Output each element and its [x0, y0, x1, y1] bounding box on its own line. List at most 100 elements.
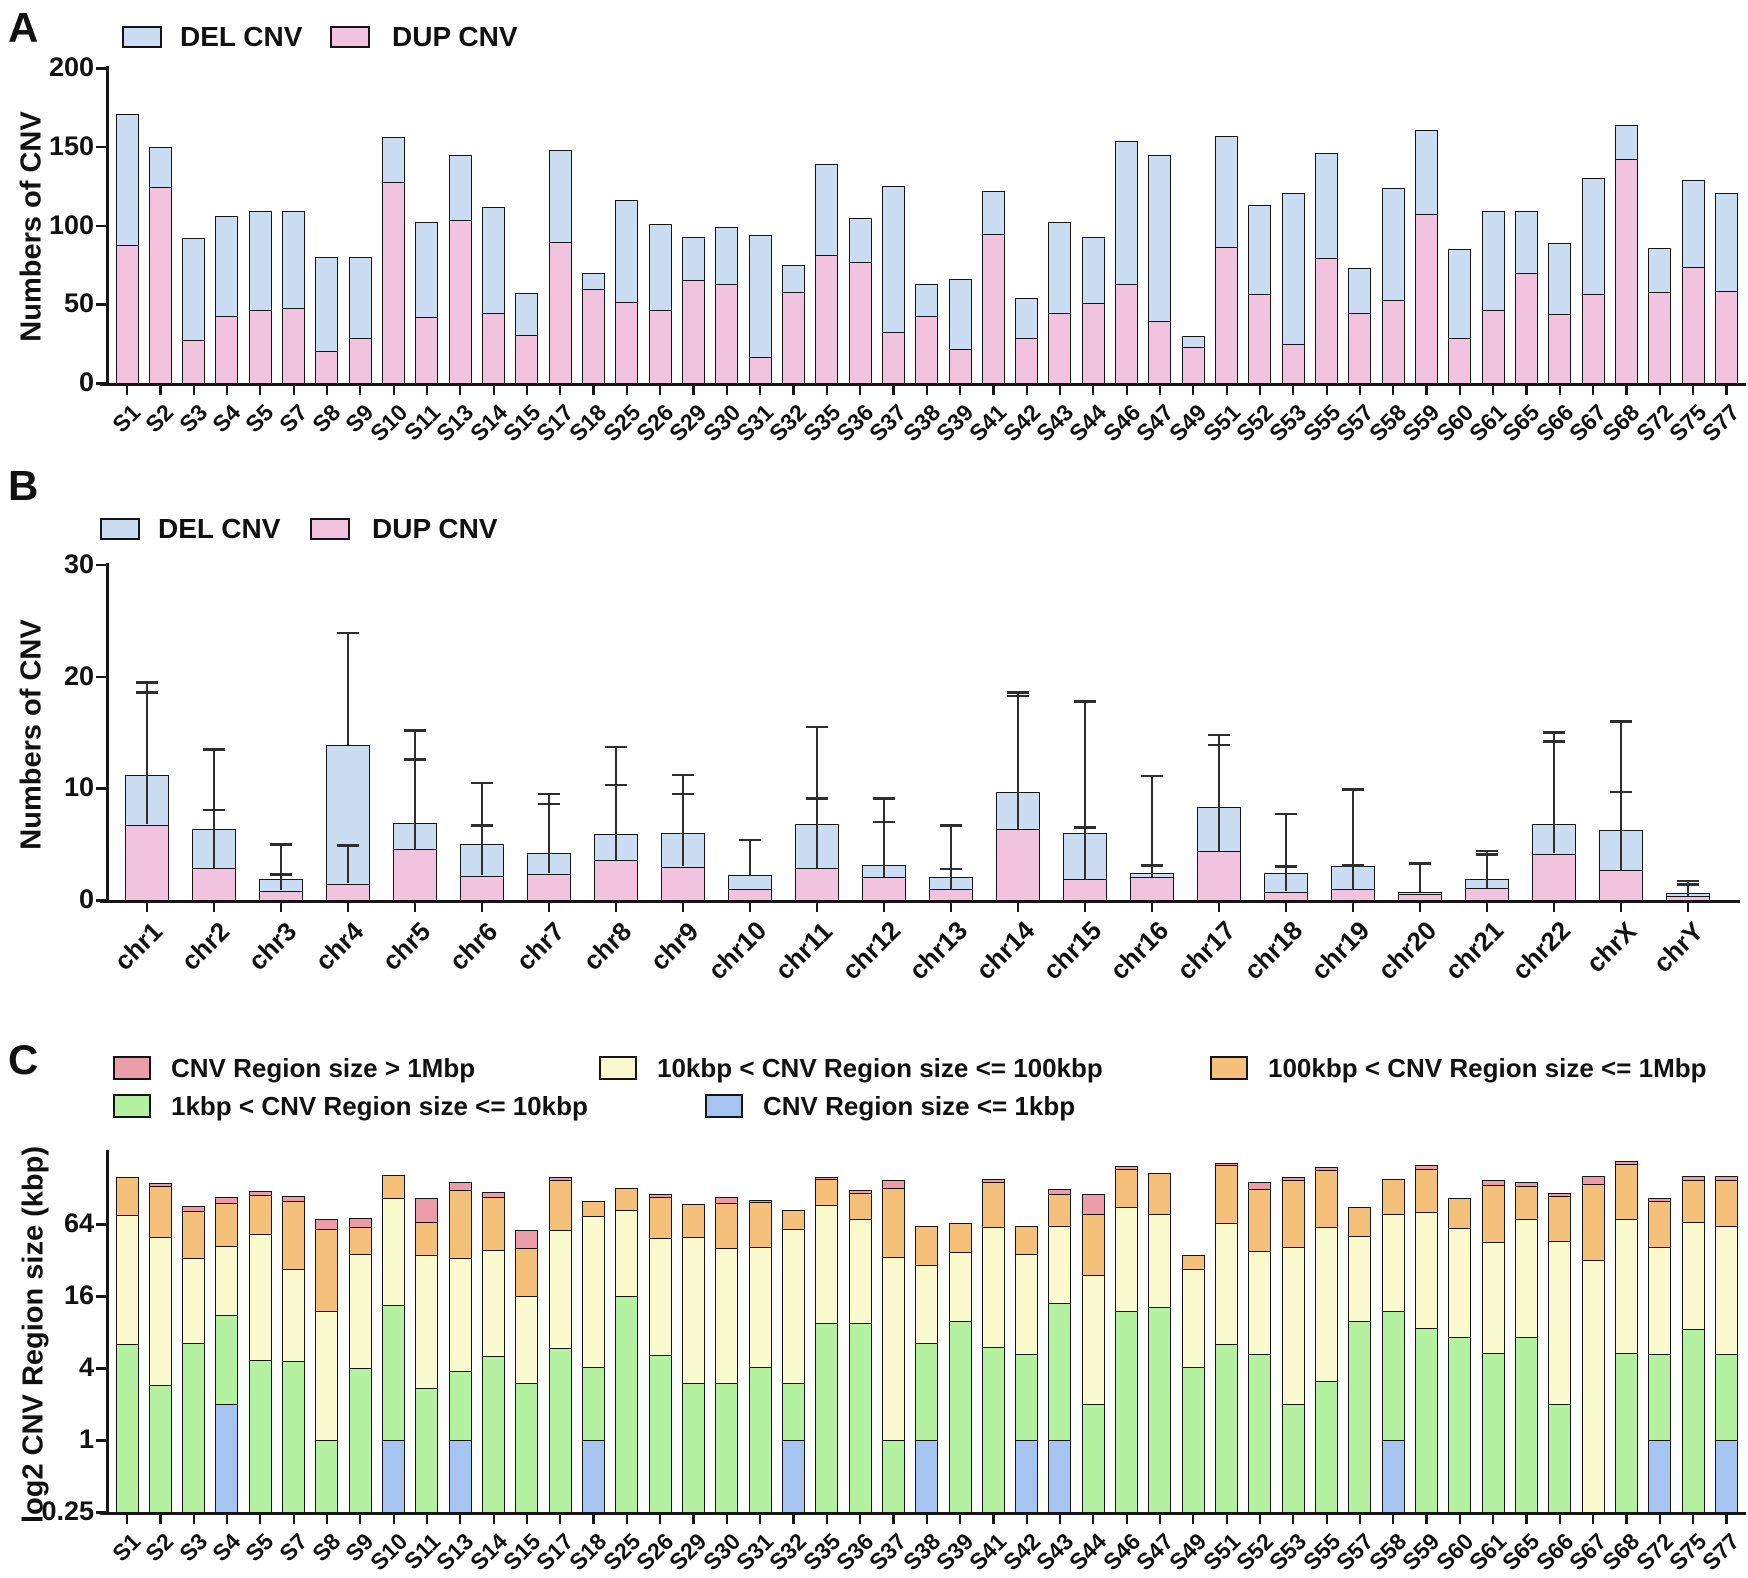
bar-segment: [282, 1195, 306, 1202]
bar-segment: [182, 1342, 206, 1513]
bar-segment-dup: [282, 307, 306, 384]
bar-segment: [1281, 1247, 1305, 1405]
bar-segment-dup: [1381, 299, 1405, 384]
x-tick: [192, 1515, 195, 1524]
x-tick-label: chr16: [1103, 915, 1175, 986]
bar-segment-dup: [996, 828, 1040, 901]
bar-segment-dup: [1599, 869, 1643, 901]
x-tick: [992, 1515, 995, 1524]
y-tick: [96, 224, 106, 228]
y-tick: [96, 145, 106, 149]
x-tick-label: chrY: [1647, 916, 1710, 979]
error-bar-line: [1485, 850, 1489, 880]
legend-swatch: [113, 1094, 151, 1118]
bar-segment-del: [728, 875, 772, 891]
x-tick: [925, 1515, 928, 1524]
y-tick-label: 16: [63, 1280, 94, 1310]
error-bar-dup-line: [1619, 791, 1623, 870]
x-tick-label: chr11: [768, 916, 839, 986]
bar-segment: [1348, 1320, 1372, 1513]
x-tick: [725, 386, 728, 395]
x-tick: [1151, 903, 1154, 912]
legend-label: CNV Region size > 1Mbp: [171, 1053, 476, 1083]
x-tick: [825, 386, 828, 395]
error-bar-cap: [471, 781, 493, 785]
bar-segment-del: [1081, 236, 1105, 305]
bar-segment-dup: [1331, 888, 1375, 901]
bar-segment-del: [1181, 335, 1205, 349]
bar-segment: [715, 1202, 739, 1250]
bar-segment-del: [815, 164, 839, 256]
bar-segment: [215, 1404, 239, 1513]
x-tick: [1458, 1515, 1461, 1524]
x-tick: [192, 386, 195, 395]
legend-swatch: [705, 1094, 743, 1118]
bar-segment: [1614, 1163, 1638, 1220]
bar-segment: [1648, 1247, 1672, 1356]
x-tick: [1158, 386, 1162, 395]
x-tick-label: chr19: [1304, 915, 1376, 986]
bar-segment: [1381, 1214, 1405, 1312]
y-tick: [96, 1511, 106, 1514]
bar-segment-dup: [527, 873, 571, 901]
x-tick: [1692, 1515, 1695, 1524]
legend-label: 1kbp < CNV Region size <= 10kbp: [171, 1091, 588, 1121]
bar-segment: [515, 1248, 539, 1297]
bar-segment: [348, 1368, 372, 1513]
bar-segment-dup: [881, 331, 905, 384]
bar-segment: [781, 1440, 805, 1513]
error-bar-cap: [739, 838, 761, 842]
x-tick: [625, 386, 628, 395]
x-tick-label: chr15: [1036, 915, 1108, 986]
bar-segment-dup: [1015, 337, 1039, 384]
bar-segment: [1548, 1195, 1572, 1243]
error-bar-line: [1150, 776, 1154, 874]
error-bar-cap: [1208, 733, 1230, 737]
x-tick: [259, 386, 262, 395]
bar-segment: [282, 1268, 306, 1362]
bar-segment-del: [182, 238, 206, 341]
legend-swatch: [310, 518, 350, 540]
x-tick: [259, 1515, 262, 1524]
bar-segment: [1681, 1179, 1705, 1223]
x-tick: [392, 1515, 395, 1524]
bar-segment: [915, 1265, 939, 1344]
bar-segment: [1714, 1354, 1738, 1441]
bar-segment-dup: [781, 291, 805, 384]
bar-segment-del: [1381, 187, 1405, 302]
error-bar-dup-cap: [337, 844, 359, 847]
bar-segment: [1514, 1186, 1538, 1221]
bar-segment-dup: [1465, 887, 1509, 901]
x-tick: [1525, 386, 1528, 395]
bar-segment: [1614, 1218, 1638, 1355]
x-tick-label: chr14: [969, 915, 1041, 986]
bar-segment: [1448, 1336, 1472, 1513]
bar-segment: [115, 1343, 139, 1513]
x-tick-label: chr7: [510, 916, 571, 977]
error-bar-line: [480, 782, 484, 845]
bar-segment: [1581, 1184, 1605, 1261]
x-tick: [950, 903, 953, 912]
bar-segment: [1648, 1198, 1672, 1202]
bar-segment: [815, 1178, 839, 1207]
bar-segment: [1381, 1310, 1405, 1441]
bar-segment-del: [848, 217, 872, 264]
bar-segment: [1048, 1194, 1072, 1228]
x-tick: [1625, 386, 1628, 395]
x-tick: [1058, 1515, 1062, 1524]
bar-segment: [548, 1179, 572, 1231]
bar-segment-del: [115, 113, 139, 247]
bar-segment: [748, 1366, 772, 1513]
bar-segment-del: [781, 264, 805, 294]
bar-segment: [415, 1255, 439, 1390]
bar-segment-del: [581, 272, 605, 291]
x-tick: [1492, 386, 1495, 395]
bar-segment: [382, 1304, 406, 1441]
bar-segment-dup: [981, 233, 1005, 384]
bar-segment: [781, 1382, 805, 1441]
bar-segment-dup: [748, 356, 772, 384]
bar-segment: [482, 1249, 506, 1358]
bar-segment: [1514, 1337, 1538, 1513]
x-tick: [725, 1515, 728, 1524]
bar-segment: [1681, 1221, 1705, 1330]
